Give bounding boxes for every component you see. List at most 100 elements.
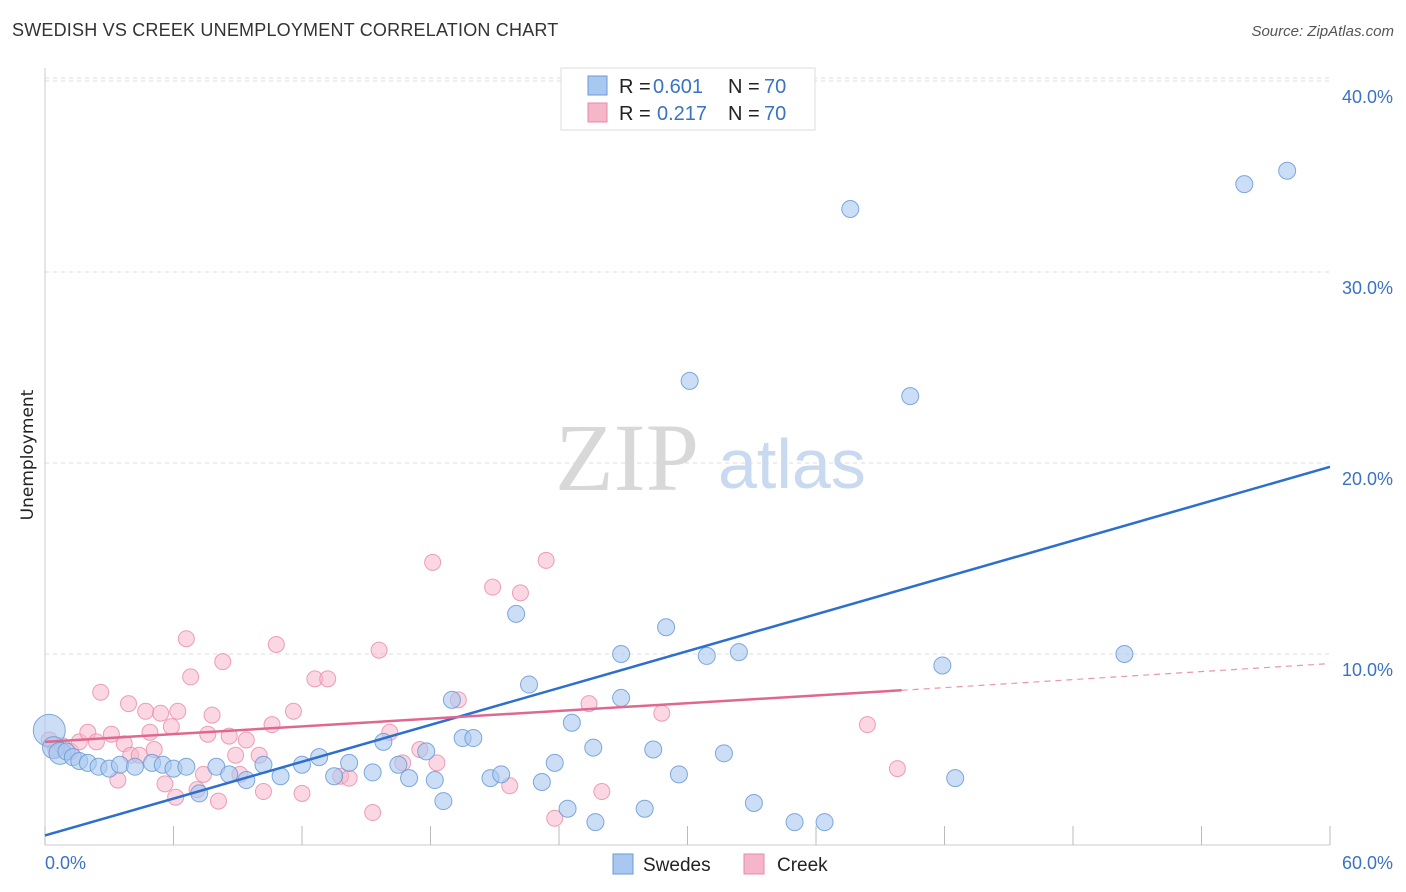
watermark: ZIP atlas <box>555 404 866 511</box>
creek-point <box>484 578 502 596</box>
creek-point <box>263 716 281 734</box>
creek-point <box>137 702 155 720</box>
grid-lines <box>45 77 1330 655</box>
creek-point <box>199 725 217 743</box>
swedes-point <box>434 792 453 811</box>
swedes-point <box>933 656 952 675</box>
tick-labels: 10.0% 20.0% 30.0% 40.0% 0.0% 60.0% <box>45 87 1393 873</box>
legend: R = 0.601 N = 70 R = 0.217 N = 70 <box>560 67 816 131</box>
source-label: Source: ZipAtlas.com <box>1251 23 1394 40</box>
swedes-point <box>669 765 688 784</box>
swedes-point <box>532 772 551 791</box>
creek-point <box>593 783 611 801</box>
swedes-point <box>946 769 965 788</box>
swedes-point <box>612 645 631 663</box>
creek-point <box>364 804 382 822</box>
creek-point <box>653 704 671 722</box>
swedes-point <box>400 769 419 788</box>
creek-point <box>424 553 442 571</box>
swedes-point <box>901 387 920 406</box>
creek-trend-line-dashed <box>901 662 1331 691</box>
x-tick-label: 60.0% <box>1342 853 1393 873</box>
y-axis-label: Unemployment <box>18 389 38 520</box>
creek-point <box>858 716 876 734</box>
swedes-point <box>584 738 603 757</box>
swedes-point <box>680 371 699 390</box>
swedes-point <box>1115 645 1134 663</box>
creek-point <box>319 670 337 688</box>
creek-point <box>141 723 159 741</box>
x-tick-label: 0.0% <box>45 853 86 873</box>
creek-point <box>152 704 170 722</box>
creek-point <box>237 731 255 749</box>
swedes-point <box>340 753 359 772</box>
bottom-legend-swatch-swedes <box>612 853 634 875</box>
creek-point <box>203 706 221 724</box>
creek-point <box>156 775 174 793</box>
creek-point <box>511 584 529 602</box>
creek-point <box>428 754 446 772</box>
swedes-point <box>644 740 663 759</box>
swedes-point <box>635 799 654 818</box>
legend-r-label-swedes: R = <box>619 76 651 98</box>
swedes-point <box>714 744 733 763</box>
swedes-trend-line <box>44 465 1331 837</box>
creek-point <box>120 695 138 713</box>
legend-r-value-swedes: 0.601 <box>653 76 703 98</box>
creek-point <box>92 683 110 701</box>
swedes-point <box>492 765 511 784</box>
creek-point <box>227 746 245 764</box>
creek-point <box>169 702 187 720</box>
chart-title: SWEDISH VS CREEK UNEMPLOYMENT CORRELATIO… <box>12 20 559 40</box>
swedes-point <box>507 604 526 623</box>
creek-point <box>209 792 227 810</box>
swedes-point <box>325 767 344 786</box>
creek-trend-line <box>44 689 902 744</box>
legend-n-value-creek: 70 <box>764 103 786 125</box>
y-tick-label: 40.0% <box>1342 87 1393 107</box>
swedes-point <box>1278 161 1297 180</box>
swedes-point <box>425 771 444 790</box>
creek-point <box>888 760 906 778</box>
swedes-point <box>520 675 539 694</box>
swedes-point <box>657 618 676 637</box>
creek-point <box>293 784 311 802</box>
swedes-point <box>464 729 483 748</box>
swedes-point <box>586 813 605 832</box>
legend-r-value-creek: 0.217 <box>657 103 707 125</box>
creek-points <box>40 551 906 827</box>
swedes-point <box>417 742 436 761</box>
creek-point <box>370 641 388 659</box>
swedes-point <box>110 755 129 774</box>
swedes-point <box>612 688 631 707</box>
swedes-point <box>562 713 581 732</box>
swedes-point <box>545 753 564 772</box>
y-tick-label: 30.0% <box>1342 278 1393 298</box>
watermark-atlas: atlas <box>718 425 866 503</box>
swedes-point <box>697 646 716 665</box>
creek-point <box>194 765 212 783</box>
creek-point <box>254 783 272 801</box>
creek-point <box>177 630 195 648</box>
swedes-point <box>125 757 144 776</box>
legend-n-label-swedes: N = <box>728 76 760 98</box>
y-tick-label: 20.0% <box>1342 469 1393 489</box>
legend-swatch-creek <box>587 102 608 123</box>
legend-r-label-creek: R = <box>619 103 651 125</box>
swedes-points <box>32 161 1297 832</box>
swedes-point <box>744 793 763 812</box>
swedes-point <box>785 813 804 832</box>
y-tick-label: 10.0% <box>1342 660 1393 680</box>
creek-point <box>340 769 358 787</box>
legend-n-value-swedes: 70 <box>764 76 786 98</box>
bottom-legend-swedes: Swedes <box>643 855 711 876</box>
legend-swatch-swedes <box>587 75 608 96</box>
swedes-point <box>363 763 382 782</box>
swedes-point <box>841 199 860 218</box>
bottom-legend-swatch-creek <box>743 853 765 875</box>
watermark-zip: ZIP <box>555 404 699 511</box>
creek-point <box>267 635 285 653</box>
swedes-point <box>729 643 748 662</box>
creek-point <box>537 551 555 569</box>
